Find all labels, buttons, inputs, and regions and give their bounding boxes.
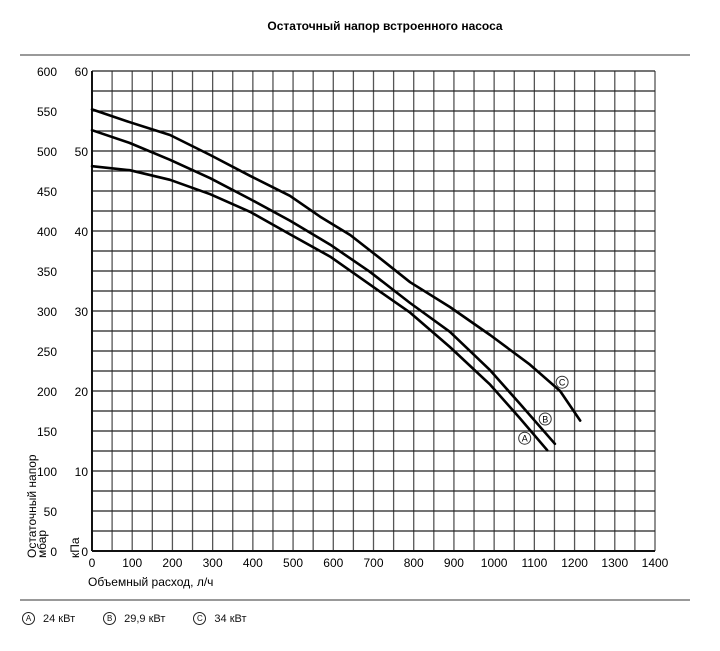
y-tick-label: 0 [50, 545, 57, 559]
y-tick-label: 450 [37, 185, 57, 199]
y2-tick-label: 50 [75, 145, 89, 159]
x-tick-label: 1400 [642, 556, 669, 570]
y2-tick-label: 0 [81, 545, 88, 559]
y-tick-label: 400 [37, 225, 57, 239]
y2-tick-label: 30 [75, 305, 89, 319]
x-tick-label: 300 [203, 556, 223, 570]
y-axis-label: Остаточный напор [25, 454, 39, 558]
x-tick-label: 700 [363, 556, 383, 570]
legend-label: 29,9 кВт [124, 612, 166, 625]
y2-axis-label: кПа [68, 537, 82, 558]
y-tick-label: 600 [37, 65, 57, 79]
x-tick-label: 1000 [481, 556, 508, 570]
x-tick-label: 0 [89, 556, 96, 570]
y-tick-label: 250 [37, 345, 57, 359]
x-tick-label: 600 [323, 556, 343, 570]
y-axis-unit: мбар [35, 530, 49, 558]
y-tick-label: 500 [37, 145, 57, 159]
curve-b [90, 128, 557, 446]
legend-label: 24 кВт [43, 612, 76, 625]
x-tick-label: 500 [283, 556, 303, 570]
curve-label-circle-a [518, 431, 532, 445]
y-tick-label: 50 [44, 505, 58, 519]
curve-label-b: B [542, 415, 548, 425]
x-axis-label: Объемный расход, л/ч [88, 575, 213, 589]
y-tick-label: 150 [37, 425, 57, 439]
x-tick-label: 200 [162, 556, 182, 570]
curve-label-circle-c [555, 375, 569, 389]
y2-tick-label: 20 [75, 385, 89, 399]
x-tick-label: 1200 [561, 556, 588, 570]
y2-tick-label: 60 [75, 65, 89, 79]
legend-mark: B [103, 612, 117, 625]
curve-label-circle-b [538, 412, 552, 426]
x-tick-label: 1300 [601, 556, 628, 570]
curve-label-c: C [559, 378, 566, 388]
legend: A 24 кВт B 29,9 кВт C 34 кВт [22, 612, 275, 625]
y2-tick-label: 10 [75, 465, 89, 479]
curve-c [90, 108, 582, 422]
y-tick-label: 200 [37, 385, 57, 399]
y-tick-label: 300 [37, 305, 57, 319]
x-tick-label: 900 [444, 556, 464, 570]
legend-label: 34 кВт [214, 612, 247, 625]
legend-mark: C [193, 612, 207, 625]
legend-item-c: C 34 кВт [193, 612, 247, 625]
y-tick-label: 550 [37, 105, 57, 119]
y-tick-label: 350 [37, 265, 57, 279]
x-tick-label: 400 [243, 556, 263, 570]
chart-title: Остаточный напор встроенного насоса [267, 19, 503, 33]
x-tick-label: 100 [122, 556, 142, 570]
y2-tick-label: 40 [75, 225, 89, 239]
curve-label-a: A [522, 434, 528, 444]
legend-item-a: A 24 кВт [22, 612, 75, 625]
y-tick-label: 100 [37, 465, 57, 479]
x-tick-label: 1100 [521, 556, 547, 570]
x-tick-label: 800 [404, 556, 424, 570]
legend-mark: A [22, 612, 35, 625]
legend-item-b: B 29,9 кВт [103, 612, 165, 625]
curve-a [90, 164, 549, 452]
